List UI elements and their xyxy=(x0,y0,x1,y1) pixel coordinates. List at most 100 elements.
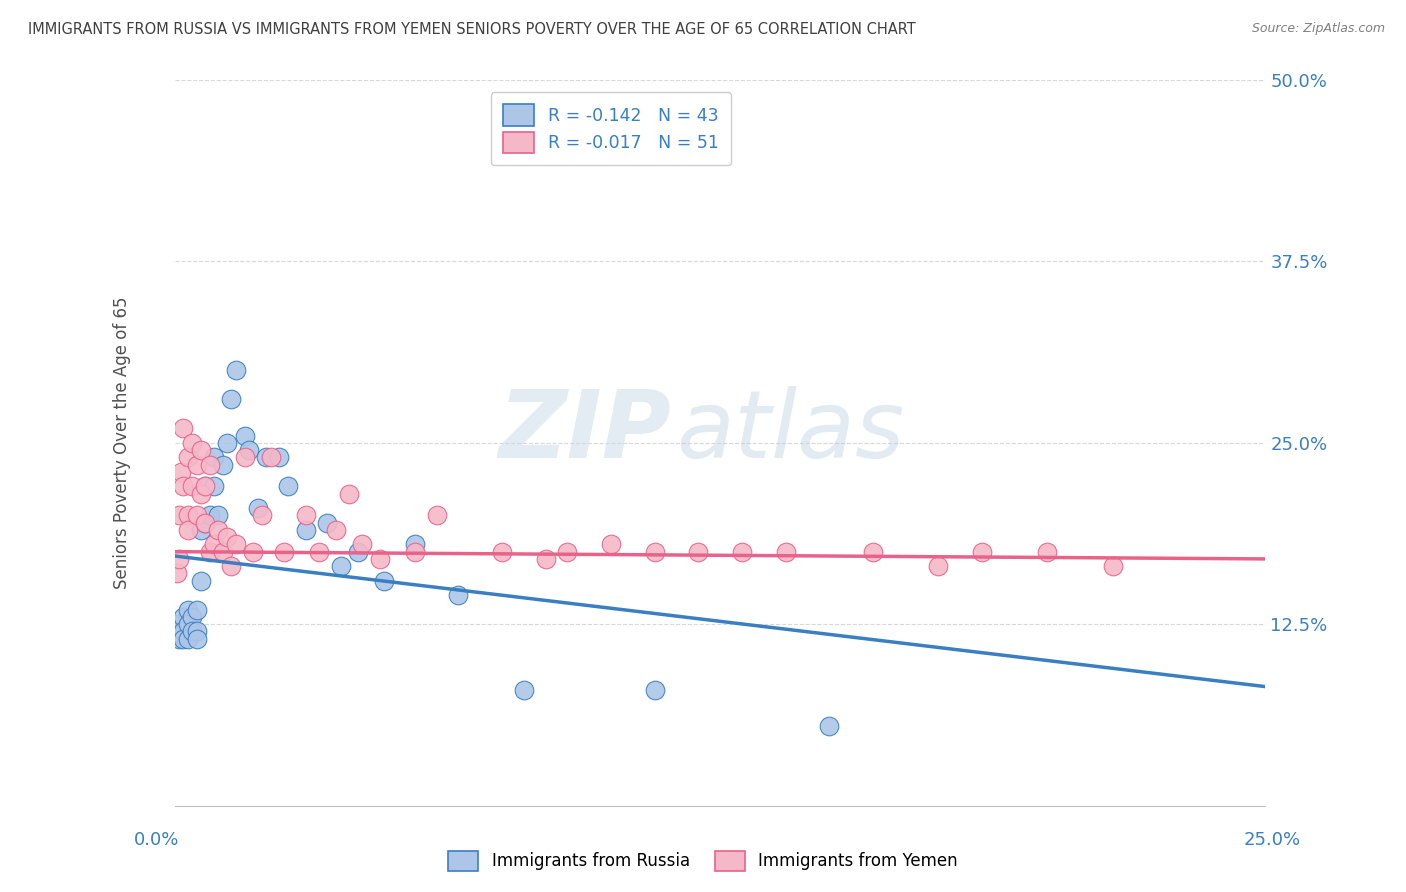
Point xyxy=(172,479,194,493)
Point xyxy=(211,544,233,558)
Point xyxy=(207,508,229,523)
Point xyxy=(177,632,200,646)
Point xyxy=(186,458,208,472)
Point xyxy=(373,574,395,588)
Point xyxy=(970,544,993,558)
Point xyxy=(202,479,225,493)
Point xyxy=(644,682,666,697)
Point xyxy=(775,544,797,558)
Point xyxy=(250,508,273,523)
Point xyxy=(337,486,360,500)
Point xyxy=(225,537,247,551)
Point xyxy=(186,508,208,523)
Point xyxy=(294,523,316,537)
Text: 0.0%: 0.0% xyxy=(134,831,179,849)
Point xyxy=(177,508,200,523)
Point xyxy=(557,544,579,558)
Point xyxy=(273,544,295,558)
Point xyxy=(644,544,666,558)
Point xyxy=(166,624,188,639)
Point xyxy=(167,552,190,566)
Point xyxy=(1036,544,1059,558)
Point xyxy=(181,435,204,450)
Point xyxy=(172,421,194,435)
Point xyxy=(181,624,204,639)
Point xyxy=(172,632,194,646)
Point xyxy=(170,465,193,479)
Point xyxy=(260,450,283,465)
Point xyxy=(177,603,200,617)
Point xyxy=(246,501,269,516)
Point xyxy=(491,544,513,558)
Text: atlas: atlas xyxy=(676,386,904,477)
Point xyxy=(225,363,247,377)
Point xyxy=(600,537,623,551)
Point xyxy=(221,559,243,574)
Point xyxy=(190,486,212,500)
Point xyxy=(325,523,347,537)
Point xyxy=(190,574,212,588)
Legend: R = -0.142   N = 43, R = -0.017   N = 51: R = -0.142 N = 43, R = -0.017 N = 51 xyxy=(491,92,731,165)
Point xyxy=(329,559,352,574)
Point xyxy=(404,537,426,551)
Point xyxy=(207,523,229,537)
Point xyxy=(166,566,188,581)
Point xyxy=(277,479,299,493)
Point xyxy=(238,443,260,458)
Point xyxy=(221,392,243,407)
Point xyxy=(198,508,221,523)
Point xyxy=(818,719,841,733)
Point xyxy=(447,588,470,602)
Point xyxy=(172,610,194,624)
Text: IMMIGRANTS FROM RUSSIA VS IMMIGRANTS FROM YEMEN SENIORS POVERTY OVER THE AGE OF : IMMIGRANTS FROM RUSSIA VS IMMIGRANTS FRO… xyxy=(28,22,915,37)
Point xyxy=(731,544,754,558)
Point xyxy=(186,632,208,646)
Text: ZIP: ZIP xyxy=(498,386,671,478)
Point xyxy=(194,516,217,530)
Point xyxy=(862,544,884,558)
Point xyxy=(254,450,277,465)
Point xyxy=(194,479,217,493)
Point xyxy=(688,544,710,558)
Point xyxy=(190,523,212,537)
Point xyxy=(1101,559,1123,574)
Point xyxy=(167,632,190,646)
Point xyxy=(352,537,374,551)
Point xyxy=(198,544,221,558)
Point xyxy=(233,450,256,465)
Text: Seniors Poverty Over the Age of 65: Seniors Poverty Over the Age of 65 xyxy=(114,296,131,589)
Point xyxy=(181,610,204,624)
Point xyxy=(308,544,330,558)
Point xyxy=(211,458,233,472)
Point xyxy=(347,544,370,558)
Point xyxy=(513,682,536,697)
Point xyxy=(217,530,239,544)
Point xyxy=(217,435,239,450)
Point xyxy=(177,450,200,465)
Point xyxy=(202,450,225,465)
Point xyxy=(186,624,208,639)
Point xyxy=(167,508,190,523)
Point xyxy=(170,627,193,641)
Legend: Immigrants from Russia, Immigrants from Yemen: Immigrants from Russia, Immigrants from … xyxy=(440,842,966,880)
Point xyxy=(202,537,225,551)
Point xyxy=(534,552,557,566)
Point xyxy=(368,552,391,566)
Point xyxy=(186,603,208,617)
Point xyxy=(177,617,200,632)
Point xyxy=(269,450,291,465)
Text: 25.0%: 25.0% xyxy=(1243,831,1301,849)
Point xyxy=(190,443,212,458)
Point xyxy=(172,624,194,639)
Text: Source: ZipAtlas.com: Source: ZipAtlas.com xyxy=(1251,22,1385,36)
Point xyxy=(194,479,217,493)
Point xyxy=(177,523,200,537)
Point xyxy=(404,544,426,558)
Point xyxy=(927,559,949,574)
Point xyxy=(181,479,204,493)
Point xyxy=(316,516,339,530)
Point xyxy=(294,508,316,523)
Point xyxy=(233,428,256,442)
Point xyxy=(167,617,190,632)
Point xyxy=(194,516,217,530)
